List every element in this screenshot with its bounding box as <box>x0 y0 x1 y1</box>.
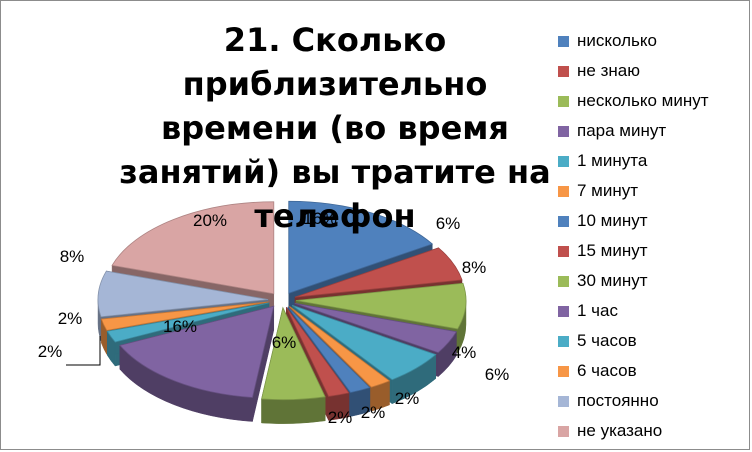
legend-item: нисколько <box>558 26 748 56</box>
data-label: 8% <box>462 258 487 277</box>
legend-item: 1 час <box>558 296 748 326</box>
legend-label: 15 минут <box>577 241 648 260</box>
data-label: 2% <box>58 309 83 328</box>
data-label: 4% <box>452 343 477 362</box>
legend-swatch <box>558 245 569 257</box>
data-label: 20% <box>193 211 227 230</box>
chart-legend: нисколько не знаю несколько минут пара мину… <box>558 26 748 446</box>
legend-item: 15 минут <box>558 236 748 266</box>
legend-swatch <box>558 95 569 107</box>
legend-swatch <box>558 335 569 347</box>
legend-label: постоянно <box>577 391 659 410</box>
legend-label: нисколько <box>577 31 657 50</box>
data-label: 8% <box>60 247 85 266</box>
legend-item: не указано <box>558 416 748 446</box>
legend-label: 10 минут <box>577 211 648 230</box>
data-label: 6% <box>485 365 510 384</box>
data-label: 6% <box>436 214 461 233</box>
legend-swatch <box>558 155 569 167</box>
legend-item: 10 минут <box>558 206 748 236</box>
data-label: 6% <box>272 333 297 352</box>
legend-label: несколько минут <box>577 91 709 110</box>
legend-label: не указано <box>577 421 663 440</box>
legend-item: не знаю <box>558 56 748 86</box>
data-label: 2% <box>395 389 420 408</box>
legend-item: пара минут <box>558 116 748 146</box>
legend-label: не знаю <box>577 61 640 80</box>
data-label: 2% <box>361 403 386 422</box>
legend-swatch <box>558 215 569 227</box>
legend-label: пара минут <box>577 121 667 140</box>
legend-label: 6 часов <box>577 361 637 380</box>
legend-item: 5 часов <box>558 326 748 356</box>
legend-swatch <box>558 305 569 317</box>
legend-swatch <box>558 395 569 407</box>
legend-label: 1 минута <box>577 151 648 170</box>
legend-swatch <box>558 365 569 377</box>
legend-item: 6 часов <box>558 356 748 386</box>
legend-label: 1 час <box>577 301 618 320</box>
legend-item: 7 минут <box>558 176 748 206</box>
legend-swatch <box>558 275 569 287</box>
legend-swatch <box>558 185 569 197</box>
data-label: 16% <box>163 317 197 336</box>
legend-swatch <box>558 35 569 47</box>
legend-item: 30 минут <box>558 266 748 296</box>
chart-title: 21. Сколько приблизительно времени (во в… <box>119 21 551 235</box>
legend-label: 5 часов <box>577 331 637 350</box>
legend-swatch <box>558 65 569 77</box>
data-label: 16% <box>303 209 337 228</box>
legend-swatch <box>558 425 569 437</box>
legend-item: постоянно <box>558 386 748 416</box>
leader-line <box>66 336 101 366</box>
pie-slice <box>119 305 275 422</box>
legend-item: несколько минут <box>558 86 748 116</box>
legend-swatch <box>558 125 569 137</box>
legend-label: 30 минут <box>577 271 648 290</box>
data-label: 2% <box>38 342 63 361</box>
data-label: 2% <box>328 408 353 427</box>
pie-slice <box>261 306 326 424</box>
legend-label: 7 минут <box>577 181 639 200</box>
legend-item: 1 минута <box>558 146 748 176</box>
